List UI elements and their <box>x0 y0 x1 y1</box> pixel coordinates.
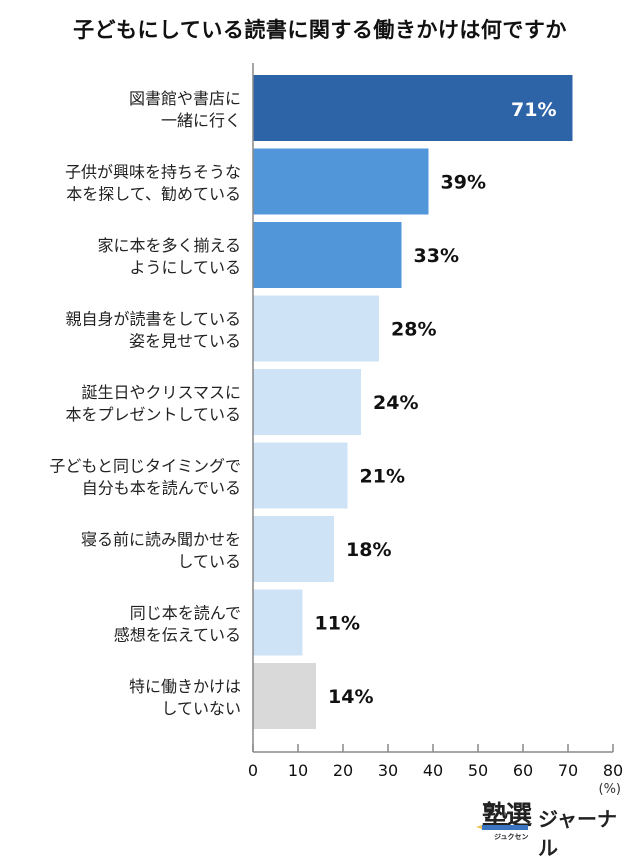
bar <box>253 295 379 362</box>
data-label: 71% <box>511 99 556 121</box>
data-label: 33% <box>414 245 459 267</box>
x-tick-label: 40 <box>423 761 443 780</box>
data-label: 24% <box>373 392 418 414</box>
x-tick-label: 10 <box>288 761 308 780</box>
x-tick-label: 30 <box>378 761 398 780</box>
bar <box>253 369 361 435</box>
data-label: 28% <box>391 319 436 341</box>
bar <box>253 442 348 509</box>
category-label: 特に働きかけは <box>129 677 241 696</box>
bar <box>253 148 429 215</box>
bar <box>253 222 402 288</box>
data-label: 11% <box>315 613 360 635</box>
category-label: 子どもと同じタイミングで <box>49 457 241 476</box>
data-label: 21% <box>360 466 405 488</box>
bar <box>253 75 573 141</box>
x-tick-label: 0 <box>248 761 258 780</box>
x-tick-label: 20 <box>333 761 353 780</box>
bar <box>253 663 316 729</box>
chart-title: 子どもにしている読書に関する働きかけは何ですか <box>73 18 567 42</box>
data-label: 39% <box>441 172 486 194</box>
logo-text: ジャーナル <box>538 807 617 860</box>
category-label: 図書館や書店に <box>129 89 241 108</box>
category-label: ようにしている <box>129 258 241 277</box>
x-tick-label: 50 <box>468 761 488 780</box>
category-label: していない <box>161 699 241 718</box>
bar <box>253 516 334 582</box>
data-label: 18% <box>346 539 391 561</box>
logo-ruby: ジュクセン <box>494 833 529 841</box>
category-label: 姿を見せている <box>129 332 241 351</box>
x-unit-label: (%) <box>599 782 622 797</box>
category-label: 一緒に行く <box>161 111 241 130</box>
x-tick-label: 80 <box>603 761 623 780</box>
pencil-icon <box>476 825 528 830</box>
juku-sen-journal-logo: 塾選 ジュクセン ジャーナル <box>476 795 628 860</box>
x-tick-label: 60 <box>513 761 533 780</box>
bar <box>253 589 303 656</box>
data-label: 14% <box>328 686 373 708</box>
category-label: 誕生日やクリスマスに <box>81 383 241 402</box>
category-label: 本をプレゼントしている <box>65 405 241 424</box>
category-label: 寝る前に読み聞かせを <box>81 530 241 549</box>
category-label: 家に本を多く揃える <box>97 236 241 255</box>
category-label: 感想を伝えている <box>114 626 241 645</box>
category-label: している <box>177 552 241 571</box>
category-label: 自分も本を読んでいる <box>82 479 241 498</box>
category-label: 親自身が読書をしている <box>65 310 241 329</box>
category-label: 子供が興味を持ちそうな <box>65 163 241 182</box>
category-label: 同じ本を読んで <box>130 604 241 623</box>
x-tick-label: 70 <box>558 761 578 780</box>
category-label: 本を探して、勧めている <box>66 185 241 204</box>
